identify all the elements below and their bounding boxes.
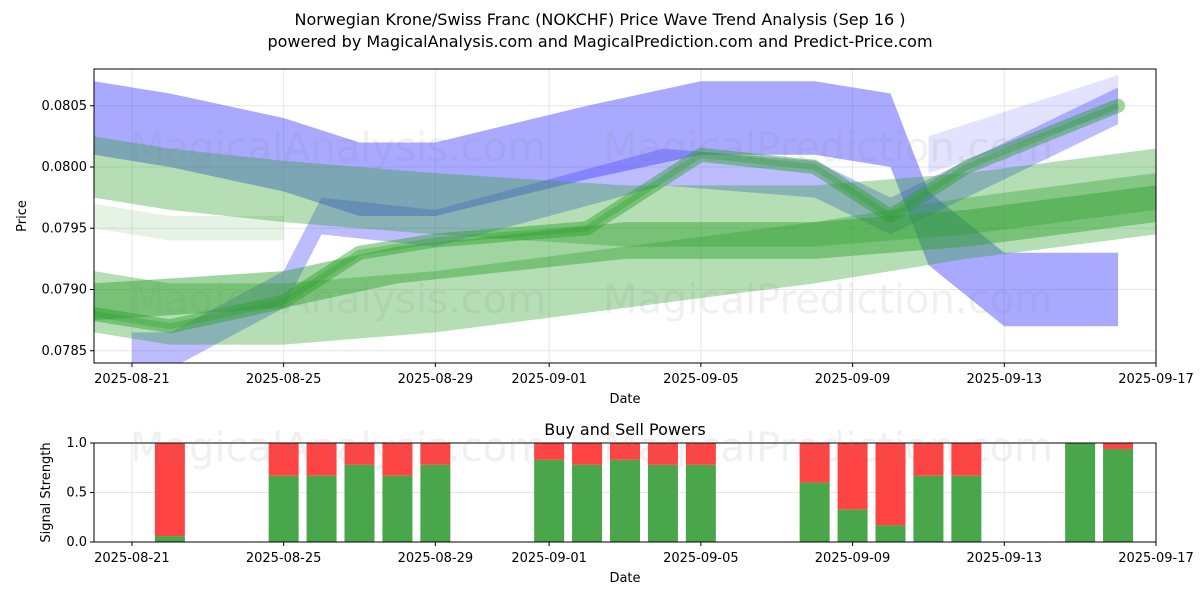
y2-tick-label-0: 0.0: [66, 535, 87, 550]
sell-bar-11: [799, 443, 830, 483]
y-tick-label-4: 0.0805: [42, 99, 88, 114]
sell-bar-2: [306, 443, 337, 476]
wave-line-core-0: [94, 102, 1120, 330]
bottom-chart-title: Buy and Sell Powers: [544, 420, 706, 439]
sell-bar-4: [382, 443, 413, 476]
buy-bar-15: [951, 475, 982, 542]
x2-tick-label-6: 2025-09-13: [967, 551, 1043, 566]
buy-bar-1: [268, 475, 299, 542]
x-tick-label-1: 2025-08-25: [246, 372, 322, 387]
sell-bar-3: [344, 443, 375, 465]
wave-band-green-3: [94, 136, 1156, 247]
buy-bar-5: [420, 464, 451, 542]
y-tick-label-2: 0.0795: [42, 221, 88, 236]
buy-bar-3: [344, 464, 375, 542]
buy-bar-16: [1065, 443, 1096, 542]
chart-title: Norwegian Krone/Swiss Franc (NOKCHF) Pri…: [294, 10, 906, 29]
plot-frame-top: [93, 68, 1157, 364]
x2-axis-label: Date: [609, 571, 640, 586]
wave-band-blue-1: [131, 87, 1119, 363]
y2-tick-label-1: 0.5: [66, 486, 87, 501]
sell-bar-13: [875, 443, 906, 526]
buy-bar-12: [837, 509, 868, 542]
buy-bar-11: [799, 482, 830, 542]
buy-bar-8: [610, 459, 640, 542]
x2-tick-label-1: 2025-08-25: [246, 551, 322, 566]
y-axis-label: Price: [15, 200, 30, 232]
wave-band-green-5: [94, 185, 1156, 321]
chart-subtitle: powered by MagicalAnalysis.com and Magic…: [267, 32, 933, 51]
x2-tick-label-5: 2025-09-09: [815, 551, 891, 566]
x-axis-label: Date: [609, 392, 640, 407]
buy-bar-10: [685, 464, 716, 542]
x2-tick-label-3: 2025-09-01: [511, 551, 587, 566]
sell-bar-17: [1103, 443, 1134, 449]
sell-bar-10: [685, 443, 716, 465]
buy-bar-7: [572, 464, 603, 542]
y-tick-label-1: 0.0790: [42, 283, 88, 298]
sell-bar-14: [913, 443, 944, 476]
buy-bar-13: [875, 525, 906, 542]
sell-bar-6: [534, 443, 565, 460]
sell-bar-7: [572, 443, 603, 465]
buy-bar-14: [913, 475, 944, 542]
x2-tick-label-4: 2025-09-05: [663, 551, 739, 566]
x-tick-label-4: 2025-09-05: [663, 372, 739, 387]
sell-bar-9: [647, 443, 678, 465]
buy-bar-4: [382, 475, 413, 542]
x2-tick-label-7: 2025-09-17: [1118, 551, 1194, 566]
x2-tick-label-0: 2025-08-21: [94, 551, 170, 566]
buy-bar-6: [534, 459, 565, 542]
x-tick-label-3: 2025-09-01: [511, 372, 587, 387]
sell-bar-0: [154, 443, 185, 537]
x-tick-label-2: 2025-08-29: [398, 372, 474, 387]
wave-line-0: [94, 98, 1126, 334]
wave-band-green-6: [94, 203, 284, 241]
y2-axis-label: Signal Strength: [39, 442, 54, 542]
y2-tick-label-2: 1.0: [66, 436, 87, 451]
x2-tick-label-2: 2025-08-29: [398, 551, 474, 566]
sell-bar-5: [420, 443, 451, 465]
x-tick-label-6: 2025-09-13: [967, 372, 1043, 387]
buy-bar-17: [1103, 448, 1134, 542]
wave-band-blue-0: [94, 81, 1119, 327]
buy-bar-2: [306, 475, 337, 542]
buy-bar-9: [647, 464, 678, 542]
sell-bar-15: [951, 443, 982, 476]
y-tick-label-3: 0.0800: [42, 160, 88, 175]
x-tick-label-7: 2025-09-17: [1118, 372, 1194, 387]
sell-bar-8: [610, 443, 640, 460]
wave-band-green-4: [94, 173, 1156, 345]
sell-bar-1: [268, 443, 299, 476]
x-tick-label-5: 2025-09-09: [815, 372, 891, 387]
wave-band-blue-2: [928, 75, 1119, 174]
x-tick-label-0: 2025-08-21: [94, 372, 170, 387]
y-tick-label-0: 0.0785: [42, 344, 88, 359]
buy-bar-0: [154, 536, 185, 542]
sell-bar-12: [837, 443, 868, 510]
